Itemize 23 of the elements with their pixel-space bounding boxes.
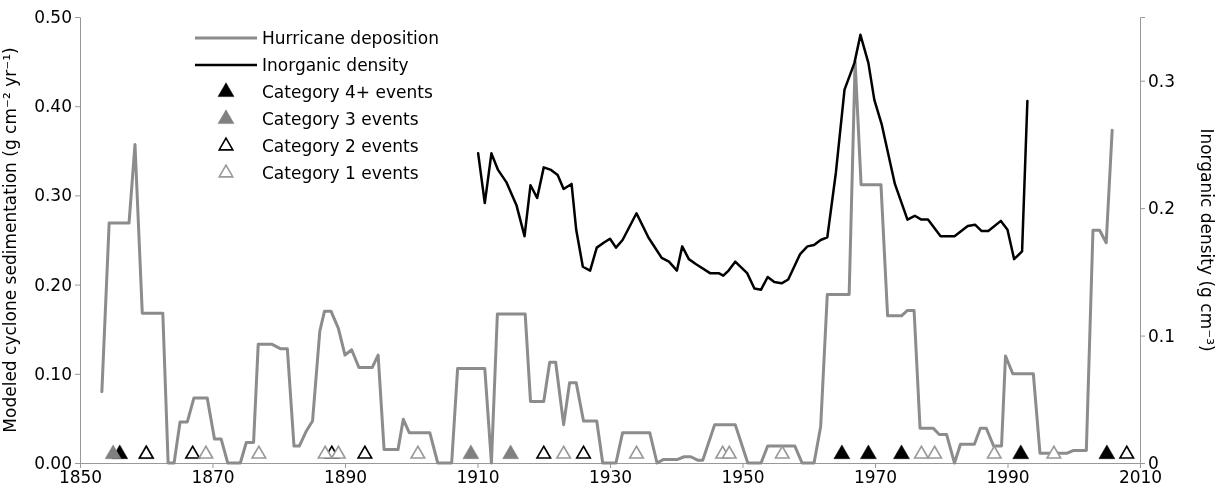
legend-label: Category 2 events bbox=[262, 136, 419, 156]
x-tick-label: 1990 bbox=[986, 467, 1030, 488]
x-tick-label: 1930 bbox=[588, 467, 633, 488]
x-tick-label: 1970 bbox=[853, 467, 898, 488]
legend-label: Inorganic density bbox=[262, 55, 409, 75]
y-tick-label: 0.30 bbox=[34, 185, 72, 206]
y-tick-label: 0.40 bbox=[34, 96, 72, 117]
x-tick-label: 1910 bbox=[456, 467, 500, 488]
x-tick-label: 1950 bbox=[721, 467, 765, 488]
y2-tick-label: 0.1 bbox=[1148, 325, 1176, 346]
y-tick-label: 0.20 bbox=[34, 274, 72, 295]
legend-label: Category 1 events bbox=[262, 163, 419, 183]
y-tick-label: 0.50 bbox=[34, 6, 72, 27]
legend-label: Category 4+ events bbox=[262, 82, 433, 102]
y-tick-label: 0.10 bbox=[34, 363, 72, 384]
x-tick-label: 1870 bbox=[191, 467, 235, 488]
x-tick-label: 1890 bbox=[323, 467, 368, 488]
y2-tick-label: 0.3 bbox=[1148, 70, 1176, 91]
legend-label: Category 3 events bbox=[262, 109, 419, 129]
legend-label: Hurricane deposition bbox=[262, 28, 439, 48]
y2-tick-label: 0.2 bbox=[1148, 198, 1176, 219]
y-axis-title: Modeled cyclone sedimentation (g cm⁻² yr⁻¹) bbox=[0, 47, 20, 433]
y2-axis-title: Inorganic density (g cm⁻³) bbox=[1197, 128, 1217, 352]
